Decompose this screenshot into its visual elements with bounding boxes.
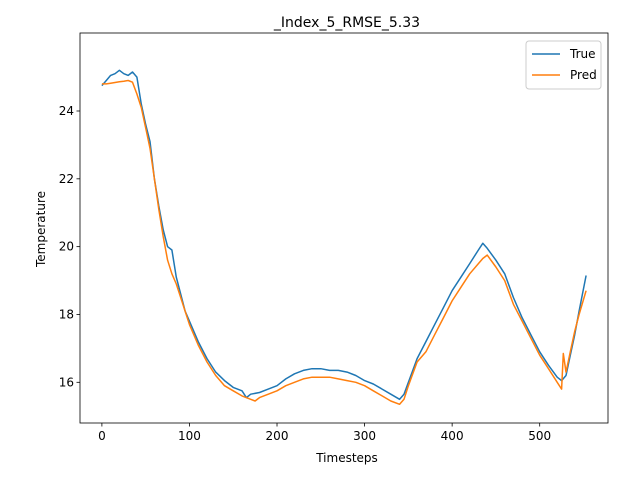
x-tick-label: 500 bbox=[528, 429, 551, 443]
legend-label-pred: Pred bbox=[570, 68, 597, 82]
series-line-true bbox=[101, 69, 587, 401]
x-tick-label: 100 bbox=[178, 429, 201, 443]
y-tick-label: 16 bbox=[59, 375, 74, 389]
axes: 0 100 200 300 400 500 16 18 20 22 24 bbox=[59, 32, 609, 443]
chart-title: _Index_5_RMSE_5.33 bbox=[273, 15, 420, 31]
legend: True Pred bbox=[525, 40, 602, 90]
x-tick-label: 400 bbox=[441, 429, 464, 443]
y-axis-label: Temperature bbox=[34, 191, 48, 268]
legend-label-true: True bbox=[569, 47, 596, 61]
x-tick-label: 300 bbox=[353, 429, 376, 443]
x-tick-label: 0 bbox=[98, 429, 106, 443]
y-tick-label: 22 bbox=[59, 172, 74, 186]
series-line-pred bbox=[101, 79, 587, 406]
x-axis-label: Timesteps bbox=[315, 451, 378, 465]
plot-area bbox=[101, 69, 587, 406]
plot-frame bbox=[79, 32, 609, 424]
x-tick-label: 200 bbox=[266, 429, 289, 443]
y-tick-label: 18 bbox=[59, 307, 74, 321]
y-tick-label: 24 bbox=[59, 104, 74, 118]
legend-box bbox=[525, 40, 602, 90]
y-tick-label: 20 bbox=[59, 240, 74, 254]
